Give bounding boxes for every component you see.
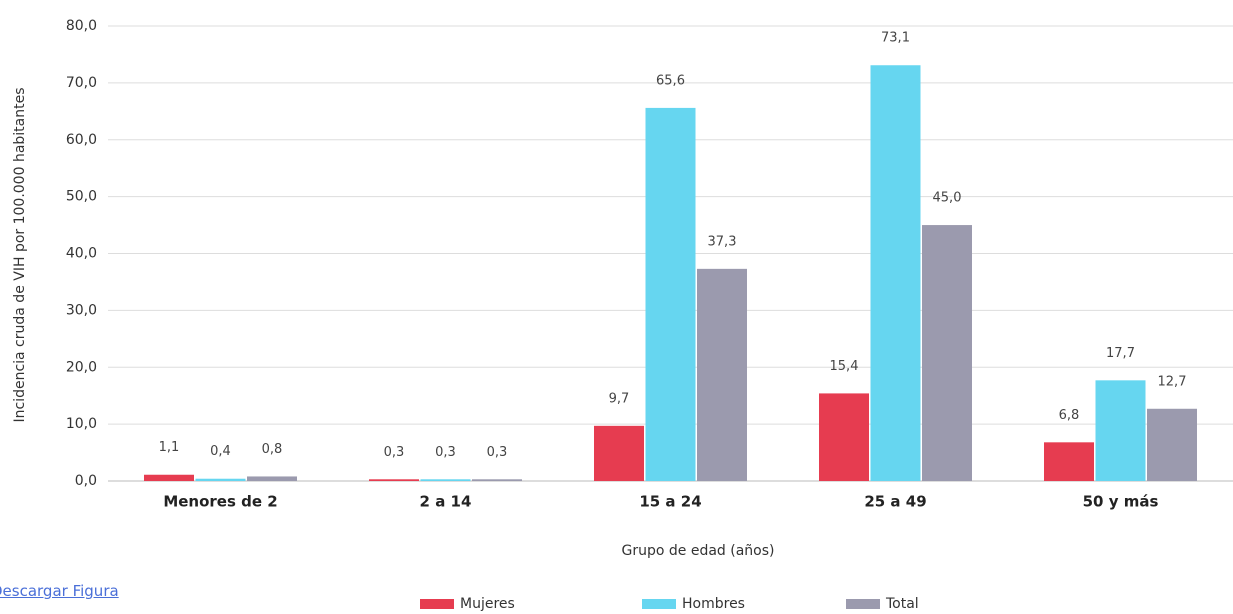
y-tick-label: 50,0 xyxy=(66,189,97,205)
y-tick-label: 80,0 xyxy=(66,18,97,34)
data-label: 37,3 xyxy=(708,234,737,249)
legend-label: Total xyxy=(885,596,919,612)
legend-swatch xyxy=(642,599,676,609)
x-axis-label: Grupo de edad (años) xyxy=(622,543,775,559)
bar xyxy=(594,425,644,481)
bar xyxy=(1095,380,1146,481)
data-label: 0,4 xyxy=(210,444,231,459)
data-label: 0,3 xyxy=(435,445,456,460)
bar xyxy=(144,474,194,481)
data-label: 12,7 xyxy=(1158,374,1187,389)
y-tick-label: 70,0 xyxy=(66,75,97,91)
x-tick-label: 25 a 49 xyxy=(864,493,926,511)
bar xyxy=(472,479,522,481)
y-tick-label: 40,0 xyxy=(66,246,97,262)
bar xyxy=(420,479,471,481)
y-tick-label: 30,0 xyxy=(66,302,97,318)
bar xyxy=(870,65,921,482)
y-axis-label: Incidencia cruda de VIH por 100.000 habi… xyxy=(12,87,28,422)
data-label: 0,3 xyxy=(384,445,405,460)
bar xyxy=(922,225,972,481)
legend-label: Hombres xyxy=(682,596,745,612)
y-tick-label: 20,0 xyxy=(66,359,97,375)
data-label: 0,3 xyxy=(487,445,508,460)
bar xyxy=(195,478,246,481)
data-label: 0,8 xyxy=(262,442,283,457)
bar xyxy=(697,268,747,481)
y-tick-label: 0,0 xyxy=(75,473,97,489)
data-label: 45,0 xyxy=(933,191,962,206)
x-tick-label: 2 a 14 xyxy=(420,493,472,511)
data-label: 1,1 xyxy=(159,440,180,455)
x-tick-label: 15 a 24 xyxy=(639,493,701,511)
y-tick-label: 10,0 xyxy=(66,416,97,432)
bar xyxy=(369,479,419,481)
bar xyxy=(819,393,869,481)
bar xyxy=(1147,408,1197,481)
bar xyxy=(1044,442,1094,481)
data-label: 6,8 xyxy=(1059,408,1080,423)
bar xyxy=(247,476,297,481)
data-label: 9,7 xyxy=(609,391,630,406)
data-label: 15,4 xyxy=(830,359,859,374)
x-tick-label: 50 y más xyxy=(1083,493,1159,511)
legend-swatch xyxy=(846,599,880,609)
bar xyxy=(645,107,696,482)
x-tick-label: Menores de 2 xyxy=(163,493,277,511)
legend-label: Mujeres xyxy=(460,596,515,612)
data-label: 65,6 xyxy=(656,73,685,88)
data-label: 73,1 xyxy=(881,31,910,46)
download-link[interactable]: Descargar Figura xyxy=(0,582,119,600)
legend-swatch xyxy=(420,599,454,609)
data-label: 17,7 xyxy=(1106,346,1135,361)
y-tick-label: 60,0 xyxy=(66,132,97,148)
